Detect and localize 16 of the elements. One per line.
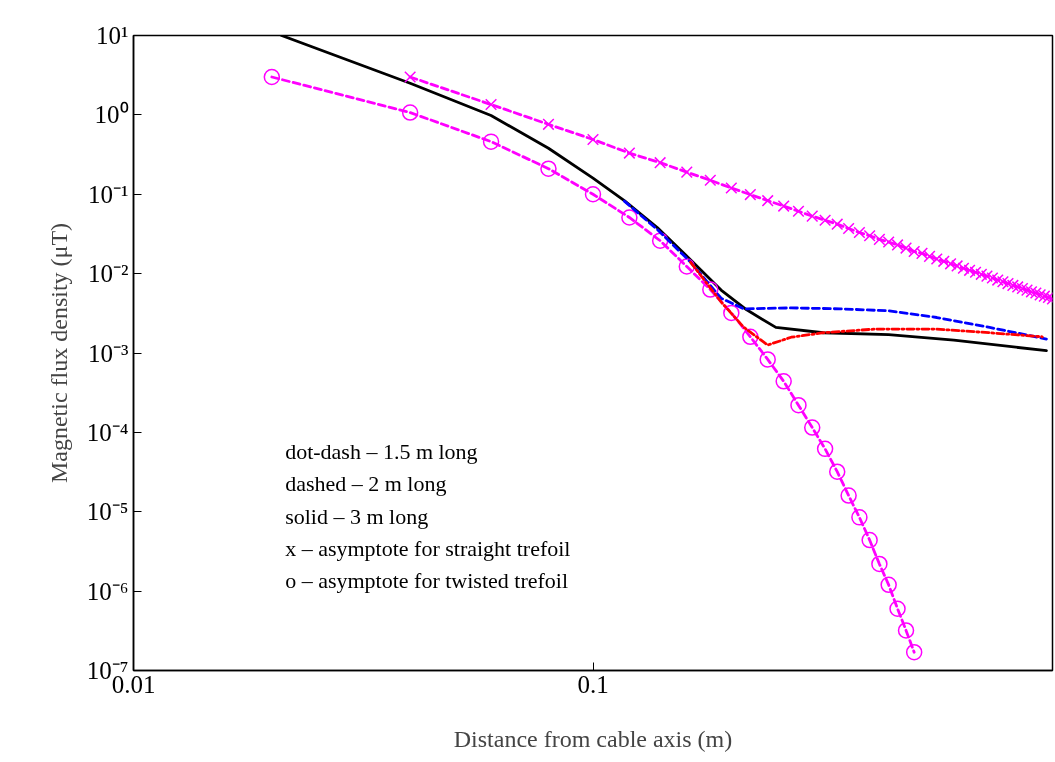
x-tick-label: 0.1 [577,670,609,698]
y-tick-label: 10¹ [96,22,129,49]
y-tick-label: 10⁻³ [88,339,129,367]
annotation: solid – 3 m long [285,503,429,529]
x-axis-title: Distance from cable axis (m) [453,725,733,752]
annotation: dashed – 2 m long [285,471,447,497]
annotation: o – asymptote for twisted trefoil [285,568,569,594]
y-tick-label: 10⁻¹ [88,180,129,208]
annotation: x – asymptote for straight trefoil [285,536,571,562]
y-tick-label: 10⁻⁵ [86,498,129,526]
y-tick-label: 10⁻⁴ [86,418,129,446]
y-tick-label: 10⁻² [88,260,129,288]
y-tick-label: 10⁻⁶ [86,577,129,605]
annotation: dot-dash – 1.5 m long [285,438,478,464]
y-axis-title: Magnetic flux density (μT) [45,222,72,484]
y-tick-label: 10⁰ [94,101,129,129]
